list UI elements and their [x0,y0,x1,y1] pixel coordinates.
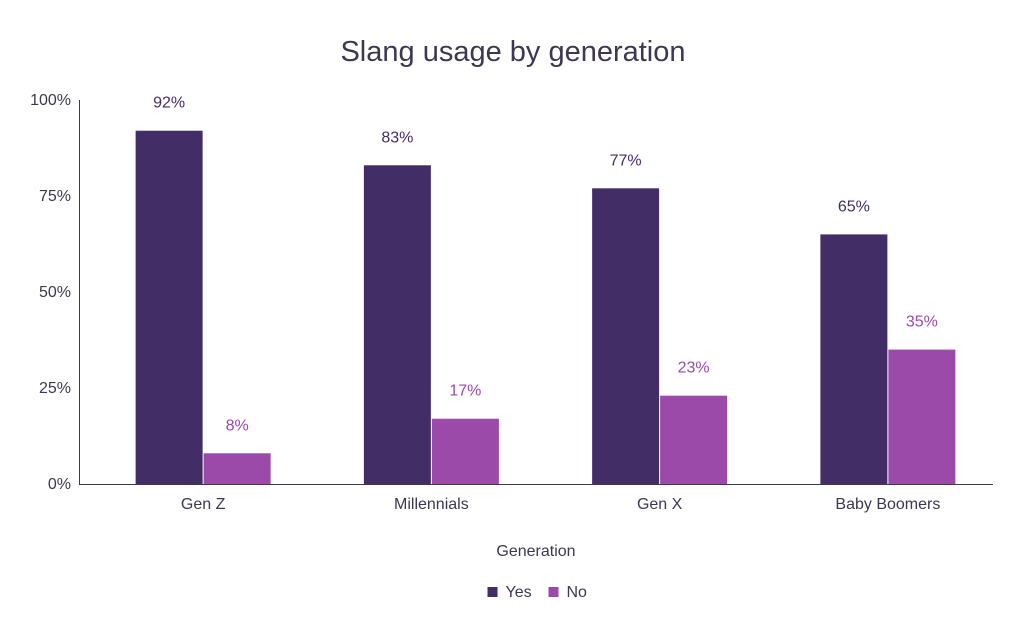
bar-yes-gen-z [135,130,203,484]
data-label: 92% [153,95,185,112]
data-label: 17% [449,383,481,400]
bar-yes-millennials [363,165,431,484]
legend-label-no: No [567,584,588,601]
legend-label-yes: Yes [506,584,532,601]
x-axis-ticks: Gen Z Millennials Gen X Baby Boomers [181,496,940,513]
y-tick-label: 0% [48,476,71,493]
data-label: 77% [610,152,642,169]
bar-no-gen-z [203,453,271,484]
legend: Yes No [487,584,588,601]
y-tick-label: 75% [39,188,71,205]
y-tick-label: 25% [39,380,71,397]
data-label: 23% [678,360,710,377]
y-tick-label: 50% [39,284,71,301]
x-tick-label: Gen X [637,496,683,513]
bar-no-millennials [431,418,499,484]
x-tick-label: Gen Z [181,496,226,513]
data-label: 83% [381,129,413,146]
y-axis-ticks: 0% 25% 50% 75% 100% [30,92,71,493]
bar-yes-gen-x [592,188,660,484]
chart-title: Slang usage by generation [340,36,685,68]
legend-swatch-yes [487,587,498,597]
x-tick-label: Baby Boomers [835,496,940,513]
data-label: 35% [906,314,938,331]
data-label: 8% [226,417,249,434]
bars [135,130,956,484]
data-labels: 92% 8% 83% 17% 77% 23% 65% 35% [153,95,938,435]
data-label: 65% [838,198,870,215]
legend-swatch-no [548,587,559,597]
bar-yes-baby-boomers [820,234,888,484]
x-tick-label: Millennials [394,496,469,513]
x-axis-title: Generation [496,543,575,560]
bar-no-baby-boomers [888,349,956,484]
y-tick-label: 100% [30,92,71,109]
bar-no-gen-x [660,395,728,484]
